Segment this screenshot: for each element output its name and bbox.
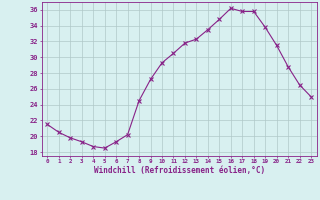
X-axis label: Windchill (Refroidissement éolien,°C): Windchill (Refroidissement éolien,°C) [94, 166, 265, 175]
